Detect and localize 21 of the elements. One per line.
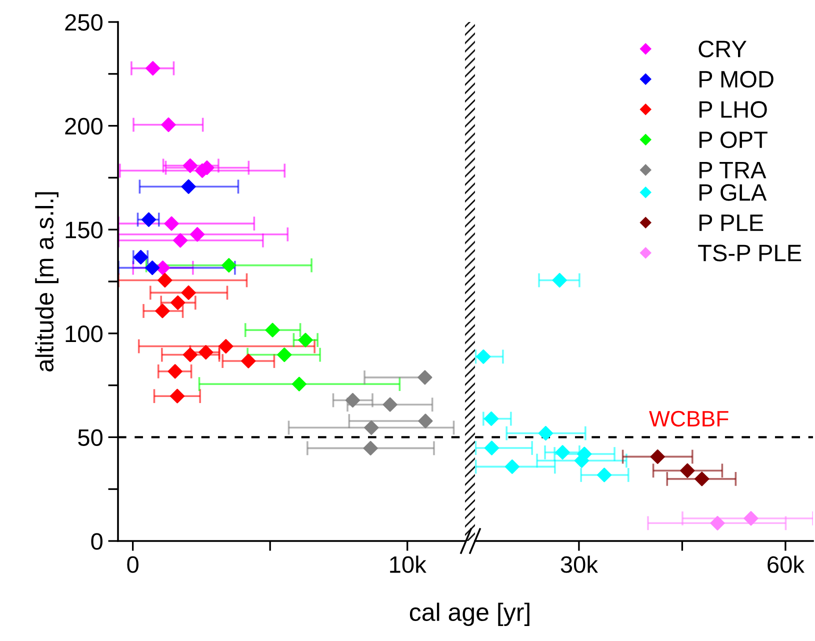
- legend-label: P PLE: [699, 214, 764, 231]
- y-tick-label: 200: [65, 118, 102, 135]
- x-tick-label: 60k: [768, 556, 805, 573]
- x-tick-label: 30k: [560, 556, 598, 573]
- legend-label: P LHO: [699, 101, 767, 118]
- y-tick-label: 100: [66, 325, 102, 342]
- x-axis-title: cal age [yr]: [410, 602, 530, 626]
- x-tick-label: 0: [127, 556, 138, 573]
- legend-label: P MOD: [699, 70, 774, 88]
- legend-label: CRY: [698, 40, 746, 58]
- x-tick-label: 10k: [390, 556, 426, 573]
- y-tick-label: 0: [91, 533, 102, 550]
- ref-line-label: WCBBF: [649, 410, 728, 427]
- y-tick-label: 50: [78, 429, 102, 446]
- y-tick-label: 250: [65, 14, 102, 31]
- y-axis-title: altitude [m a.s.l.]: [35, 192, 58, 372]
- y-tick-label: 150: [66, 222, 102, 238]
- legend-label: P TRA: [699, 162, 766, 178]
- legend-label: P OPT: [699, 131, 768, 148]
- legend-label: TS-P PLE: [698, 244, 802, 262]
- legend-label: P GLA: [699, 184, 767, 201]
